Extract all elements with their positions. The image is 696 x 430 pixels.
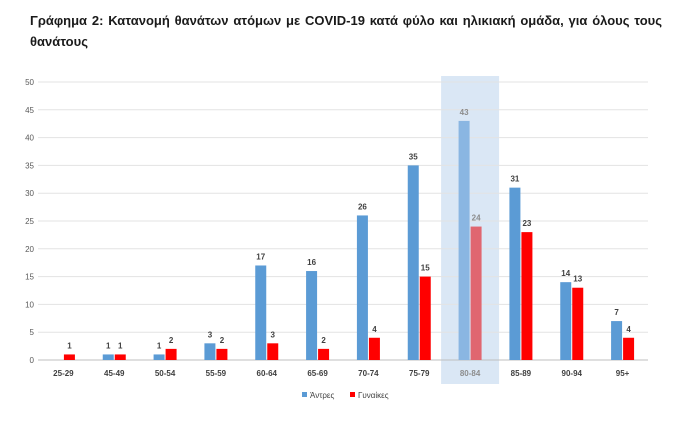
y-tick-label-20: 20 [25, 245, 34, 254]
legend-label-women: Γυναίκες [358, 391, 389, 400]
data-label-women-75-79: 15 [421, 264, 430, 273]
bar-men-95+ [611, 321, 623, 360]
bar-women-95+ [623, 337, 635, 360]
y-tick-label-0: 0 [30, 356, 35, 365]
data-label-men-60-64: 17 [256, 252, 265, 261]
data-label-men-85-89: 31 [510, 175, 519, 184]
bar-men-85-89 [509, 187, 521, 360]
bar-men-70-74 [356, 215, 368, 360]
data-label-men-55-59: 3 [208, 330, 213, 339]
x-tick-label-65-69: 65-69 [307, 369, 328, 378]
data-label-women-60-64: 3 [271, 330, 276, 339]
x-tick-label-95+: 95+ [616, 369, 630, 378]
data-label-women-65-69: 2 [321, 336, 326, 345]
x-tick-label-25-29: 25-29 [53, 369, 74, 378]
y-tick-label-5: 5 [30, 328, 35, 337]
bar-women-75-79 [419, 276, 431, 360]
x-tick-label-45-49: 45-49 [104, 369, 125, 378]
data-label-men-80-84: 43 [460, 108, 469, 117]
data-label-women-45-49: 1 [118, 341, 123, 350]
x-tick-label-90-94: 90-94 [562, 369, 583, 378]
bar-women-90-94 [572, 287, 584, 360]
data-label-women-85-89: 23 [522, 219, 531, 228]
x-tick-label-55-59: 55-59 [206, 369, 227, 378]
data-label-women-95+: 4 [626, 325, 631, 334]
y-tick-label-15: 15 [25, 273, 34, 282]
data-label-men-45-49: 1 [106, 341, 111, 350]
bar-men-90-94 [560, 282, 572, 360]
x-tick-label-70-74: 70-74 [358, 369, 379, 378]
legend-label-men: Άντρες [310, 391, 334, 400]
data-label-women-25-29: 1 [67, 341, 72, 350]
x-tick-label-85-89: 85-89 [511, 369, 532, 378]
bar-women-45-49 [114, 354, 126, 360]
highlight-layer [441, 76, 500, 384]
bar-women-60-64 [267, 343, 279, 360]
bar-women-50-54 [165, 348, 177, 360]
data-label-women-70-74: 4 [372, 325, 377, 334]
bar-women-65-69 [318, 348, 330, 360]
x-tick-label-80-84: 80-84 [460, 369, 481, 378]
bar-men-75-79 [407, 165, 419, 360]
bar-women-85-89 [521, 232, 533, 360]
bar-men-80-84 [458, 120, 470, 360]
data-label-women-90-94: 13 [573, 275, 582, 284]
legend-swatch-women [350, 392, 355, 397]
bar-women-55-59 [216, 348, 228, 360]
bar-men-45-49 [102, 354, 114, 360]
legend-swatch-men [302, 392, 307, 397]
x-tick-label-75-79: 75-79 [409, 369, 430, 378]
bar-men-50-54 [153, 354, 165, 360]
data-label-men-70-74: 26 [358, 202, 367, 211]
data-label-men-95+: 7 [614, 308, 619, 317]
data-label-men-75-79: 35 [409, 152, 418, 161]
data-label-men-65-69: 16 [307, 258, 316, 267]
y-tick-label-30: 30 [25, 189, 34, 198]
y-tick-label-40: 40 [25, 134, 34, 143]
y-tick-label-45: 45 [25, 106, 34, 115]
data-label-men-90-94: 14 [561, 269, 570, 278]
data-label-women-80-84: 24 [472, 214, 481, 223]
bar-men-65-69 [306, 271, 318, 360]
bar-men-55-59 [204, 343, 216, 360]
bar-women-80-84 [470, 226, 482, 360]
y-axis-ticks: 0 5 10 15 20 25 30 35 40 45 50 [25, 78, 34, 365]
data-label-men-50-54: 1 [157, 341, 162, 350]
y-tick-label-50: 50 [25, 78, 34, 87]
y-tick-label-10: 10 [25, 300, 34, 309]
bar-women-25-29 [63, 354, 75, 360]
gridlines [38, 81, 648, 361]
bar-women-70-74 [368, 337, 380, 360]
data-label-women-55-59: 2 [220, 336, 225, 345]
y-tick-label-25: 25 [25, 217, 34, 226]
y-tick-label-35: 35 [25, 161, 34, 170]
chart-title: Γράφημα 2: Κατανομή θανάτων ατόμων με CO… [30, 13, 662, 49]
highlight-band-80-84 [441, 76, 500, 384]
x-tick-label-50-54: 50-54 [155, 369, 176, 378]
data-label-women-50-54: 2 [169, 336, 174, 345]
x-tick-label-60-64: 60-64 [257, 369, 278, 378]
legend: Άντρες Γυναίκες [302, 391, 389, 400]
bar-men-60-64 [255, 265, 267, 360]
x-axis-ticks: 25-29 45-49 50-54 55-59 60-64 65-69 70-74 75-79… [53, 369, 630, 378]
bars [63, 120, 635, 360]
